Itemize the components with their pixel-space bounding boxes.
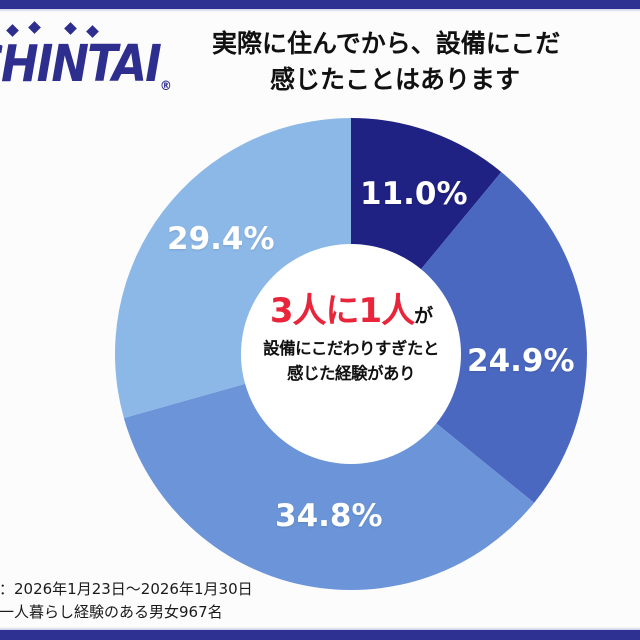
donut-chart: 11.0% 24.9% 34.8% 29.4% 3人に1人が 設備にこだわりすぎ… (115, 118, 587, 590)
survey-respondents: ：一人暮らし経験のある男女967名 (0, 603, 223, 621)
top-accent-bar (0, 0, 640, 9)
header: CHINTAI® 実際に住んでから、設備にこだ 感じたことはあります (0, 12, 640, 98)
bottom-accent-bar (0, 630, 640, 640)
survey-period: 日：2026年1月23日〜2026年1月30日 (0, 580, 253, 598)
page-title: 実際に住んでから、設備にこだ 感じたことはあります (212, 26, 640, 98)
donut-hole (241, 244, 461, 464)
survey-footnote: 日：2026年1月23日〜2026年1月30日 ：一人暮らし経験のある男女967… (0, 578, 504, 624)
callout-headline-particle: が (414, 305, 433, 327)
registered-trademark-icon: ® (159, 77, 172, 94)
page-title-line-1: 実際に住んでから、設備にこだ (212, 29, 561, 58)
callout-subline-2: 感じた経験があり (287, 364, 416, 383)
donut-chart-svg (115, 118, 587, 590)
top-accent-bar-shadow (0, 9, 640, 12)
donut-center-callout: 3人に1人が 設備にこだわりすぎたと 感じた経験があり (240, 291, 462, 417)
chintai-logo: CHINTAI® (0, 34, 172, 94)
donut-slice-3 (123, 354, 535, 590)
bottom-accent-bar-shadow (0, 627, 640, 630)
callout-headline-text: 3人に1人 (269, 291, 415, 331)
callout-headline: 3人に1人が (240, 291, 462, 336)
donut-slice-2 (351, 172, 587, 503)
slice-label-2: 24.9% (467, 343, 575, 379)
slice-label-1: 11.0% (360, 176, 468, 212)
slice-label-4: 29.4% (167, 221, 275, 257)
logo-wordmark: CHINTAI (0, 34, 162, 94)
page-title-line-2: 感じたことはあります (270, 65, 521, 94)
callout-subline-1: 設備にこだわりすぎたと (263, 339, 439, 358)
slice-label-3: 34.8% (275, 498, 383, 534)
